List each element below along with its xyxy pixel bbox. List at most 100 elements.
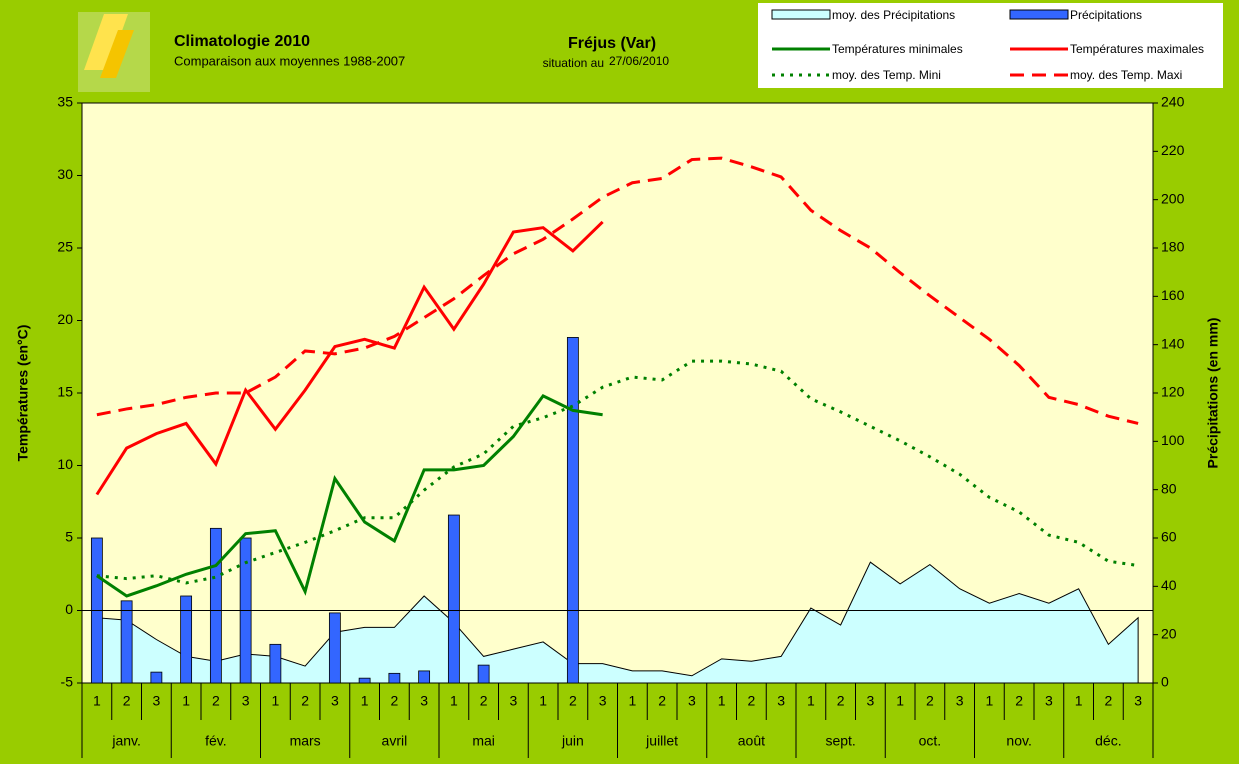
y-tick-label: -5 xyxy=(61,674,74,690)
bar xyxy=(418,670,431,684)
situation-date: 27/06/2010 xyxy=(609,54,669,68)
x-group-label: juillet xyxy=(645,733,678,749)
logo xyxy=(78,12,150,92)
x-tick-label: 1 xyxy=(896,693,904,709)
x-tick-label: 1 xyxy=(539,693,547,709)
location: Fréjus (Var) xyxy=(568,35,656,52)
bar xyxy=(150,671,163,684)
y2-tick-label: 200 xyxy=(1161,190,1185,206)
situation-label: situation au xyxy=(543,56,604,70)
bar xyxy=(358,677,371,684)
x-tick-label: 1 xyxy=(361,693,369,709)
x-tick-label: 2 xyxy=(212,693,220,709)
x-tick-label: 3 xyxy=(152,693,160,709)
bar xyxy=(477,664,490,684)
x-tick-label: 3 xyxy=(1045,693,1053,709)
x-tick-label: 2 xyxy=(1104,693,1112,709)
bar xyxy=(180,595,193,684)
legend-label: Précipitations xyxy=(1070,8,1142,22)
x-group-label: août xyxy=(738,733,765,749)
x-group-label: janv. xyxy=(111,733,141,749)
x-tick-label: 1 xyxy=(271,693,279,709)
legend-label: Températures minimales xyxy=(832,42,963,56)
bar xyxy=(328,612,341,684)
x-tick-label: 3 xyxy=(242,693,250,709)
x-tick-label: 3 xyxy=(956,693,964,709)
x-tick-label: 3 xyxy=(331,693,339,709)
bar xyxy=(566,337,579,684)
bar xyxy=(388,672,401,684)
y2-tick-label: 120 xyxy=(1161,384,1185,400)
x-group-label: nov. xyxy=(1006,733,1031,749)
legend-label: moy. des Temp. Mini xyxy=(832,68,941,82)
bar xyxy=(269,643,282,684)
x-tick-label: 3 xyxy=(599,693,607,709)
x-tick-label: 2 xyxy=(390,693,398,709)
y-tick-label: 15 xyxy=(57,384,73,400)
legend xyxy=(758,3,1223,88)
chart-title: Climatologie 2010 xyxy=(174,33,310,50)
legend-label: moy. des Précipitations xyxy=(832,8,955,22)
series-line xyxy=(96,156,1139,425)
legend-swatch xyxy=(771,9,831,20)
y-tick-label: 0 xyxy=(65,601,73,617)
legend-swatch xyxy=(1009,9,1069,20)
x-tick-label: 3 xyxy=(688,693,696,709)
y2-tick-label: 140 xyxy=(1161,335,1185,351)
x-group-label: déc. xyxy=(1095,733,1121,749)
x-tick-label: 1 xyxy=(93,693,101,709)
chart-subtitle: Comparaison aux moyennes 1988-2007 xyxy=(174,53,405,68)
x-tick-label: 1 xyxy=(718,693,726,709)
x-tick-label: 2 xyxy=(837,693,845,709)
x-tick-label: 1 xyxy=(450,693,458,709)
bar xyxy=(209,527,222,684)
bar xyxy=(447,514,460,684)
x-group-label: juin xyxy=(561,733,584,749)
plot-area xyxy=(81,102,1154,684)
y2-tick-label: 60 xyxy=(1161,529,1177,545)
series-line xyxy=(96,394,603,598)
y-tick-label: 10 xyxy=(57,456,73,472)
x-group-label: mars xyxy=(290,733,321,749)
x-group-label: fév. xyxy=(205,733,227,749)
y2-tick-label: 80 xyxy=(1161,480,1177,496)
y-tick-label: 20 xyxy=(57,311,73,327)
y2-tick-label: 240 xyxy=(1161,94,1185,110)
y2-tick-label: 20 xyxy=(1161,625,1177,641)
x-tick-label: 2 xyxy=(926,693,934,709)
legend-label: moy. des Temp. Maxi xyxy=(1070,68,1182,82)
x-tick-label: 3 xyxy=(509,693,517,709)
x-group-label: oct. xyxy=(919,733,942,749)
y-tick-label: 30 xyxy=(57,166,73,182)
x-tick-label: 2 xyxy=(301,693,309,709)
x-tick-label: 2 xyxy=(123,693,131,709)
y2-tick-label: 180 xyxy=(1161,239,1185,255)
logo-stripe xyxy=(84,14,128,70)
x-tick-label: 1 xyxy=(182,693,190,709)
legend-label: Températures maximales xyxy=(1070,42,1204,56)
x-tick-label: 2 xyxy=(658,693,666,709)
x-tick-label: 2 xyxy=(1015,693,1023,709)
y-tick-label: 5 xyxy=(65,529,73,545)
x-tick-label: 3 xyxy=(777,693,785,709)
x-tick-label: 3 xyxy=(420,693,428,709)
precip-area xyxy=(96,561,1139,684)
x-tick-label: 1 xyxy=(985,693,993,709)
y2-tick-label: 220 xyxy=(1161,142,1185,158)
y2-tick-label: 100 xyxy=(1161,432,1185,448)
y2-axis-label: Précipitations (en mm) xyxy=(1205,318,1221,469)
x-group-label: mai xyxy=(472,733,495,749)
x-tick-label: 1 xyxy=(1075,693,1083,709)
y-axis-label: Températures (en°C) xyxy=(15,325,31,462)
y2-tick-label: 40 xyxy=(1161,577,1177,593)
x-tick-label: 3 xyxy=(866,693,874,709)
y2-tick-label: 0 xyxy=(1161,674,1169,690)
x-tick-label: 1 xyxy=(628,693,636,709)
x-tick-label: 2 xyxy=(569,693,577,709)
x-tick-label: 2 xyxy=(747,693,755,709)
x-group-label: avril xyxy=(382,733,408,749)
logo-stripe xyxy=(100,30,134,78)
series-line xyxy=(95,220,604,496)
y-tick-label: 25 xyxy=(57,239,73,255)
